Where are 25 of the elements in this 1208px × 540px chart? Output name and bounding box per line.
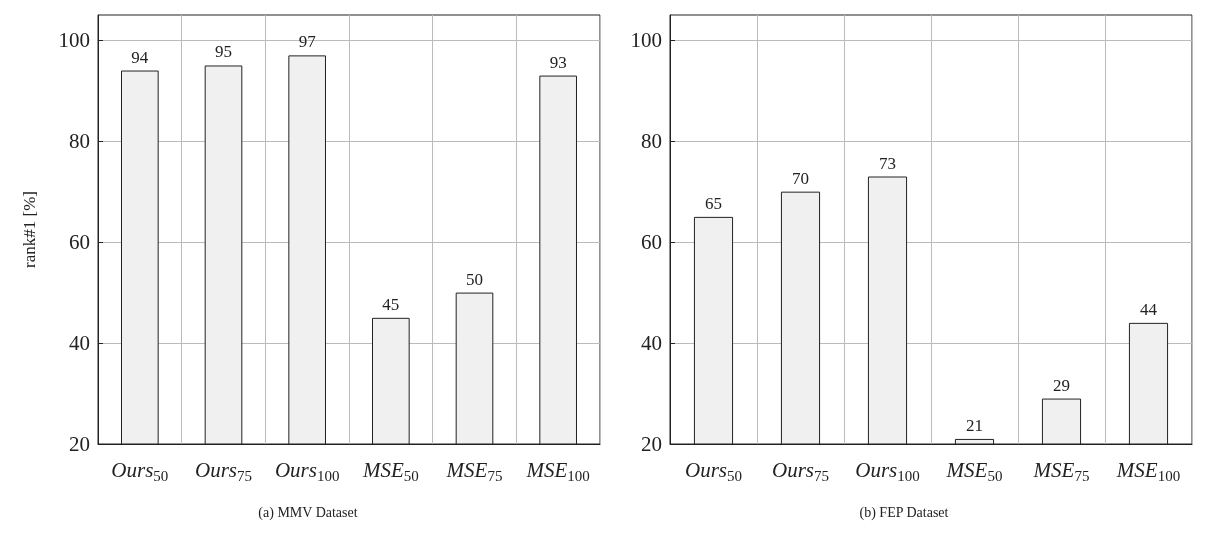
- y-tick-label: 80: [69, 129, 90, 154]
- y-tick-label: 60: [641, 230, 662, 255]
- text: (b) FEP Dataset: [859, 504, 949, 521]
- y-tick-label: 100: [58, 28, 90, 53]
- y-tick-label: 100: [630, 28, 662, 53]
- y-axis-title: rank#1 [%]: [20, 191, 39, 268]
- y-tick-label: 20: [641, 432, 662, 456]
- text: (a) MMV Dataset: [258, 504, 358, 521]
- y-tick-label: 60: [69, 230, 90, 255]
- y-tick-label: 40: [641, 331, 662, 356]
- data-label: 50: [466, 269, 483, 289]
- data-label: 94: [131, 47, 149, 67]
- data-label: 97: [298, 32, 317, 52]
- data-label: 93: [549, 52, 567, 72]
- data-label: 29: [1053, 375, 1070, 395]
- y-tick-label: 80: [641, 129, 662, 154]
- data-label: 65: [705, 193, 722, 213]
- data-label: 73: [879, 153, 896, 173]
- data-label: 45: [382, 294, 400, 314]
- data-label: 21: [966, 415, 983, 435]
- y-tick-label: 40: [69, 331, 90, 356]
- data-label: 95: [215, 42, 232, 62]
- data-label: 70: [792, 168, 809, 188]
- data-label: 44: [1140, 299, 1158, 319]
- y-tick-label: 20: [69, 432, 90, 456]
